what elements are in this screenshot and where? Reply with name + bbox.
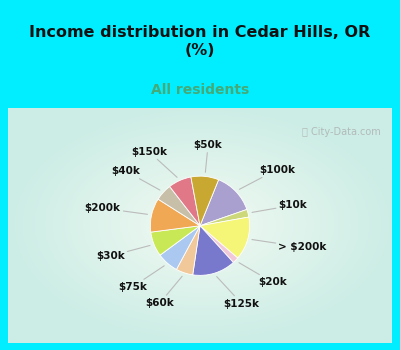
Text: Income distribution in Cedar Hills, OR
(%): Income distribution in Cedar Hills, OR (…: [29, 25, 371, 58]
Wedge shape: [160, 226, 200, 270]
Text: $150k: $150k: [131, 147, 177, 177]
Wedge shape: [200, 180, 247, 226]
Wedge shape: [200, 226, 238, 262]
Text: $10k: $10k: [252, 200, 308, 212]
Wedge shape: [176, 226, 200, 275]
Wedge shape: [200, 209, 249, 226]
Wedge shape: [151, 226, 200, 255]
Text: $40k: $40k: [111, 166, 160, 190]
Text: ⓘ City-Data.com: ⓘ City-Data.com: [302, 127, 380, 137]
Text: $75k: $75k: [118, 266, 164, 292]
Text: $20k: $20k: [239, 263, 287, 287]
Text: > $200k: > $200k: [252, 239, 327, 252]
Text: $30k: $30k: [96, 245, 150, 261]
Text: $125k: $125k: [217, 276, 260, 309]
Wedge shape: [193, 226, 233, 275]
Wedge shape: [191, 176, 218, 226]
Text: $60k: $60k: [146, 276, 182, 308]
Wedge shape: [158, 187, 200, 226]
Text: $50k: $50k: [194, 140, 222, 172]
Wedge shape: [150, 199, 200, 232]
Text: All residents: All residents: [151, 83, 249, 97]
Text: $100k: $100k: [239, 165, 295, 189]
Text: $200k: $200k: [85, 203, 148, 214]
Wedge shape: [170, 177, 200, 226]
Wedge shape: [200, 217, 250, 258]
